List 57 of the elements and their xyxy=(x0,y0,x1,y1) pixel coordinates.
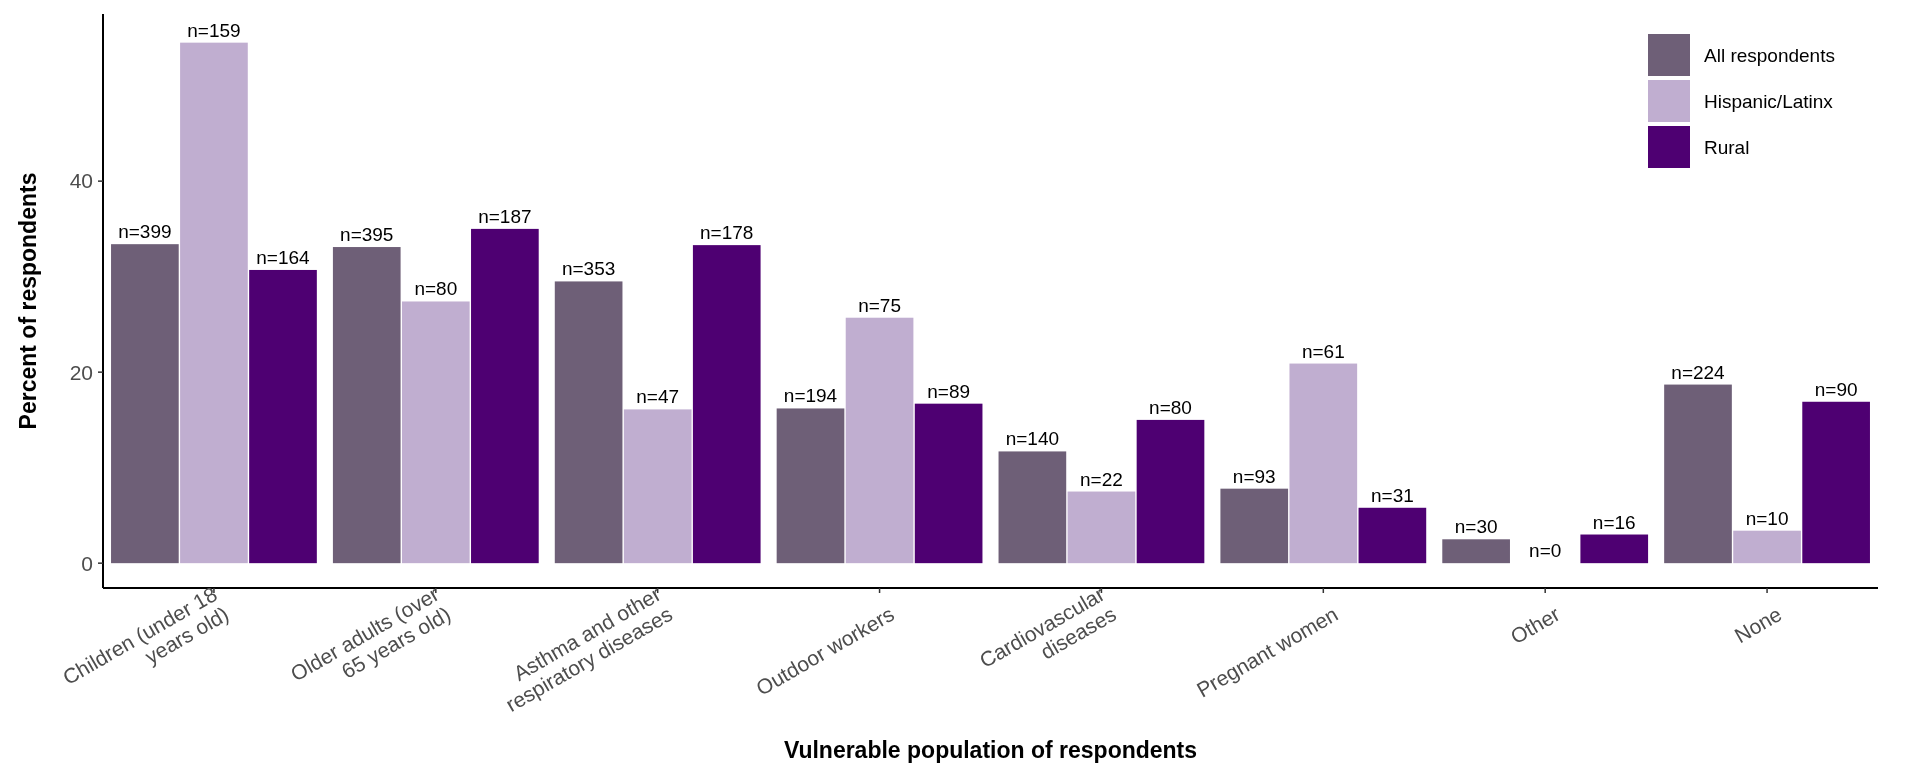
annotation: n=187 xyxy=(478,205,532,227)
annotation: n=395 xyxy=(340,224,394,246)
bar xyxy=(623,409,692,564)
annotation: n=10 xyxy=(1745,507,1789,529)
bar xyxy=(1733,530,1801,564)
annotation: n=31 xyxy=(1370,484,1414,506)
x-tick-label: None xyxy=(1730,602,1786,648)
annotation: n=75 xyxy=(858,294,901,316)
bar xyxy=(845,317,914,564)
bar xyxy=(1664,384,1732,564)
bar xyxy=(1580,534,1649,564)
bar xyxy=(180,42,248,564)
x-tick-label: Other xyxy=(1506,602,1564,649)
bar xyxy=(914,403,983,564)
annotation: n=22 xyxy=(1080,468,1123,490)
annotation: n=90 xyxy=(1814,378,1858,400)
legend-label: All respondents xyxy=(1704,44,1835,66)
annotation: n=80 xyxy=(414,278,458,300)
bar xyxy=(1067,491,1136,564)
y-axis-title: Percent of respondents xyxy=(15,172,41,430)
bar xyxy=(471,228,539,564)
annotation: n=0 xyxy=(1529,540,1562,562)
bar xyxy=(332,247,401,564)
bar xyxy=(692,245,761,564)
annotation: n=61 xyxy=(1301,340,1345,362)
bar xyxy=(554,281,623,564)
bar xyxy=(776,408,845,564)
annotation: n=16 xyxy=(1592,511,1636,533)
annotation: n=178 xyxy=(700,222,754,244)
y-tick-label: 40 xyxy=(69,169,93,193)
bar xyxy=(1289,363,1358,564)
annotation: n=80 xyxy=(1149,396,1192,418)
bar xyxy=(1358,507,1427,564)
bar xyxy=(1802,401,1870,564)
bar xyxy=(998,451,1067,564)
legend-label: Hispanic/Latinx xyxy=(1704,90,1834,112)
y-tick-label: 20 xyxy=(69,360,93,384)
annotation: n=224 xyxy=(1671,361,1726,383)
bar xyxy=(1442,539,1510,564)
bar xyxy=(401,301,470,564)
annotation: n=47 xyxy=(636,386,680,408)
annotation: n=353 xyxy=(561,258,616,280)
annotation: n=30 xyxy=(1454,516,1498,538)
bar xyxy=(1220,488,1289,564)
bar xyxy=(1136,419,1205,564)
annotation: n=159 xyxy=(187,19,241,41)
bar xyxy=(249,269,317,564)
annotation: n=93 xyxy=(1232,465,1276,487)
y-tick-label: 0 xyxy=(81,551,93,575)
x-axis-title: Vulnerable population of respondents xyxy=(783,737,1198,763)
annotation: n=399 xyxy=(118,221,172,243)
annotation: n=140 xyxy=(1005,428,1060,450)
bar xyxy=(111,244,179,564)
legend-label: Rural xyxy=(1704,136,1750,158)
annotation: n=164 xyxy=(256,246,311,268)
annotation: n=89 xyxy=(927,380,971,402)
annotation: n=194 xyxy=(783,385,838,407)
